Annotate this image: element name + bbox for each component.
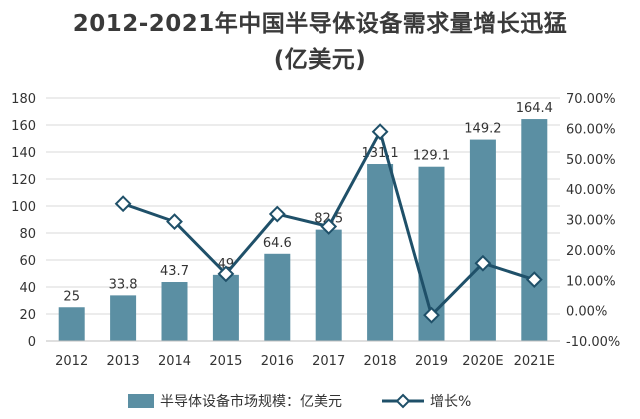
bar [161,282,188,341]
x-tick-label: 2013 [107,354,140,369]
growth-point [217,265,235,283]
bar [367,164,394,341]
bar [110,295,137,341]
right-tick-label: 0.00% [566,305,607,320]
left-tick-label: 180 [11,92,36,107]
chart-title: 2012-2021年中国半导体设备需求量增长迅猛 [72,11,568,37]
bar-data-label: 33.8 [109,277,138,292]
growth-point [525,271,543,289]
left-tick-label: 120 [11,173,36,188]
bar [315,229,342,341]
bar-data-label: 149.2 [464,122,501,137]
right-tick-label: 50.00% [566,153,616,168]
right-tick-label: 10.00% [566,274,616,289]
growth-point [268,205,286,223]
x-tick-label: 2012 [55,354,88,369]
x-tick-label: 2014 [158,354,191,369]
left-tick-label: 40 [19,281,36,296]
bar-data-label: 164.4 [516,101,553,116]
bar-data-label: 129.1 [413,149,450,164]
x-tick-label: 2021E [514,354,555,369]
growth-point [114,195,132,213]
x-tick-label: 2016 [261,354,294,369]
right-tick-label: -10.00% [566,335,620,350]
right-tick-label: 40.00% [566,183,616,198]
bar-data-label: 64.6 [263,236,292,251]
x-tick-label: 2019 [415,354,448,369]
x-tick-label: 2020E [462,354,503,369]
bar [521,119,548,341]
bar [58,307,85,341]
bar-data-label: 25 [63,289,80,304]
x-tick-label: 2015 [209,354,242,369]
growth-point [474,254,492,272]
left-tick-label: 60 [19,254,36,269]
bar [264,253,291,341]
left-tick-label: 80 [19,227,36,242]
legend-marker-line [395,393,411,409]
left-tick-label: 0 [28,335,36,350]
x-tick-label: 2017 [312,354,345,369]
growth-point [423,306,440,324]
right-tick-label: 30.00% [566,214,616,229]
right-tick-label: 70.00% [566,92,616,107]
left-tick-label: 140 [11,146,36,161]
legend-label-bars: 半导体设备市场规模：亿美元 [160,393,342,410]
bar [469,139,496,341]
left-tick-label: 160 [11,119,36,134]
bar-data-label: 43.7 [160,264,189,279]
left-tick-label: 100 [11,200,36,215]
left-tick-label: 20 [19,308,36,323]
legend-swatch-bars [128,394,154,408]
right-tick-label: 60.00% [566,122,616,137]
bar [212,274,239,341]
chart-subtitle: (亿美元) [273,47,367,73]
growth-point [166,213,183,231]
legend-label-line: 增长% [430,394,471,410]
x-tick-label: 2018 [364,354,397,369]
right-tick-label: 20.00% [566,244,616,259]
growth-point [320,218,338,235]
growth-point [371,123,389,141]
